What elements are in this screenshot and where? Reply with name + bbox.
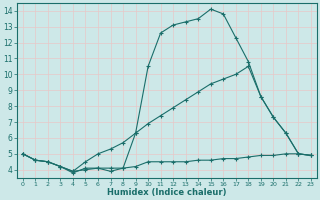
X-axis label: Humidex (Indice chaleur): Humidex (Indice chaleur) xyxy=(107,188,227,197)
